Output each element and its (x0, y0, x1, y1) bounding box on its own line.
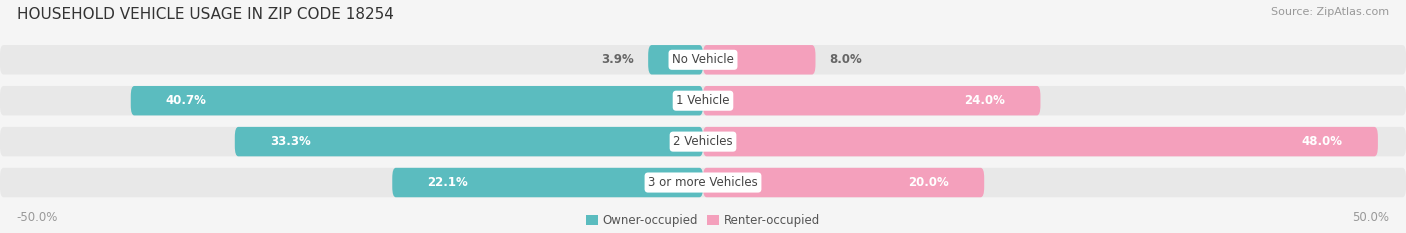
Text: 3 or more Vehicles: 3 or more Vehicles (648, 176, 758, 189)
FancyBboxPatch shape (0, 86, 1406, 115)
FancyBboxPatch shape (0, 127, 1406, 156)
FancyBboxPatch shape (235, 127, 703, 156)
Text: 22.1%: 22.1% (427, 176, 468, 189)
Text: 24.0%: 24.0% (965, 94, 1005, 107)
Text: 48.0%: 48.0% (1302, 135, 1343, 148)
FancyBboxPatch shape (648, 45, 703, 75)
FancyBboxPatch shape (0, 45, 1406, 75)
Text: -50.0%: -50.0% (17, 211, 58, 224)
Text: 8.0%: 8.0% (830, 53, 862, 66)
FancyBboxPatch shape (0, 168, 1406, 197)
Text: 50.0%: 50.0% (1353, 211, 1389, 224)
Text: HOUSEHOLD VEHICLE USAGE IN ZIP CODE 18254: HOUSEHOLD VEHICLE USAGE IN ZIP CODE 1825… (17, 7, 394, 22)
Text: Source: ZipAtlas.com: Source: ZipAtlas.com (1271, 7, 1389, 17)
Text: 1 Vehicle: 1 Vehicle (676, 94, 730, 107)
FancyBboxPatch shape (392, 168, 703, 197)
Text: 3.9%: 3.9% (602, 53, 634, 66)
FancyBboxPatch shape (703, 127, 1378, 156)
FancyBboxPatch shape (703, 168, 984, 197)
Text: 40.7%: 40.7% (166, 94, 207, 107)
FancyBboxPatch shape (131, 86, 703, 115)
Text: 2 Vehicles: 2 Vehicles (673, 135, 733, 148)
Text: 33.3%: 33.3% (270, 135, 311, 148)
FancyBboxPatch shape (703, 45, 815, 75)
Text: 20.0%: 20.0% (908, 176, 949, 189)
Text: No Vehicle: No Vehicle (672, 53, 734, 66)
FancyBboxPatch shape (703, 86, 1040, 115)
Legend: Owner-occupied, Renter-occupied: Owner-occupied, Renter-occupied (586, 214, 820, 227)
